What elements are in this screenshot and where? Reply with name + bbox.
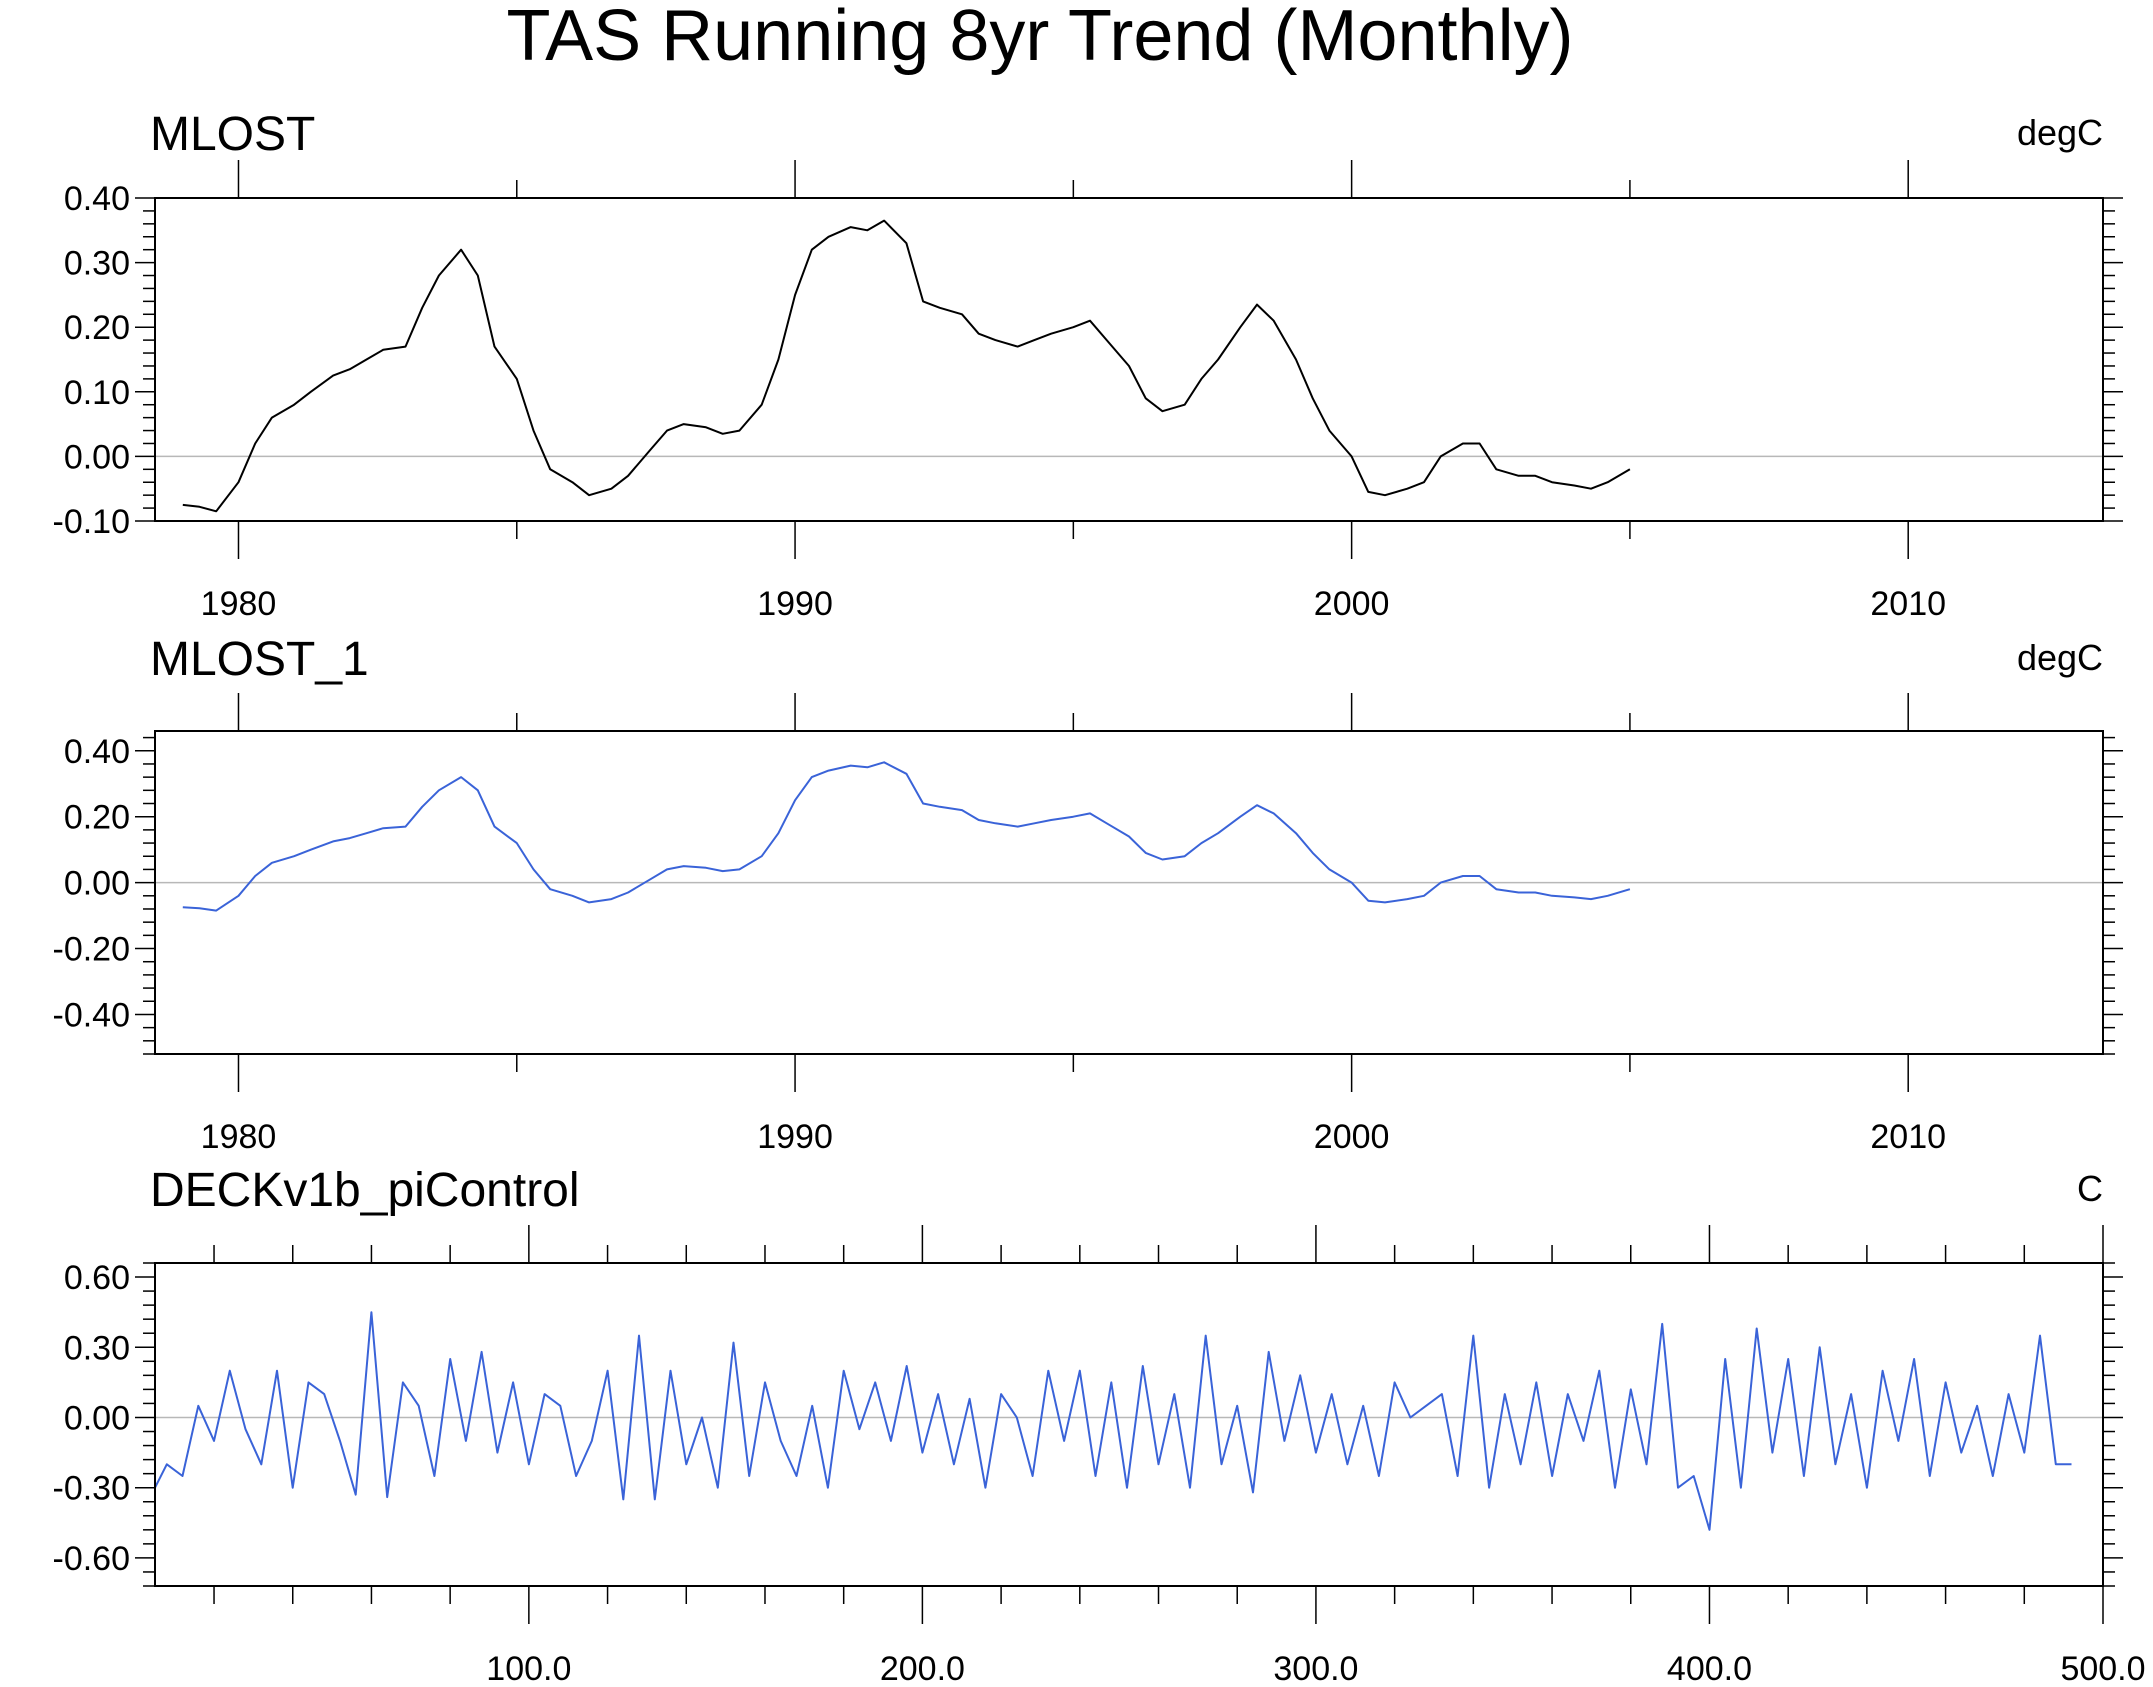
- series-line: [154, 1311, 2072, 1531]
- x-tick-label: 100.0: [486, 1650, 571, 1687]
- y-tick-label: -0.40: [53, 996, 131, 1034]
- y-tick-label: 0.00: [64, 1399, 130, 1437]
- y-tick-label: 0.10: [64, 374, 130, 412]
- y-tick-label: -0.60: [53, 1540, 131, 1578]
- y-tick-label: 0.20: [64, 309, 130, 347]
- x-tick-label: 1980: [201, 1118, 277, 1156]
- y-tick-label: -0.10: [53, 503, 131, 541]
- x-tick-label: 2010: [1870, 1118, 1946, 1156]
- units-label: degC: [2017, 637, 2103, 678]
- y-tick-label: 0.00: [64, 865, 130, 903]
- series-line: [182, 761, 1631, 912]
- x-tick-label: 500.0: [2060, 1650, 2145, 1687]
- y-tick-label: 0.40: [64, 180, 130, 218]
- y-tick-label: 0.40: [64, 733, 130, 771]
- y-tick-label: 0.30: [64, 1329, 130, 1367]
- units-label: degC: [2017, 112, 2103, 153]
- panel-title: MLOST: [150, 108, 315, 161]
- y-tick-label: -0.20: [53, 931, 131, 969]
- series-line: [182, 219, 1631, 513]
- x-tick-label: 1990: [757, 585, 833, 623]
- panel-title: DECKv1b_piControl: [150, 1164, 580, 1217]
- x-tick-label: 1990: [757, 1118, 833, 1156]
- plot-frame: [154, 1262, 2104, 1587]
- x-tick-label: 1980: [201, 585, 277, 623]
- panel-2: MLOST_1 degC -0.40 -0.20 0.00 0.20 0.40 1980 199…: [53, 633, 2123, 1156]
- x-tick-label: 400.0: [1667, 1650, 1752, 1687]
- panel-title: MLOST_1: [150, 633, 369, 686]
- x-tick-label: 2010: [1870, 585, 1946, 623]
- page-title: TAS Running 8yr Trend (Monthly): [506, 0, 1573, 76]
- y-tick-label: 0.30: [64, 245, 130, 283]
- y-tick-label: 0.00: [64, 438, 130, 476]
- x-tick-label: 2000: [1314, 1118, 1390, 1156]
- y-tick-label: -0.30: [53, 1470, 131, 1508]
- plot-frame: [154, 197, 2104, 522]
- x-tick-label: 2000: [1314, 585, 1390, 623]
- panel-3: DECKv1b_piControl C -0.60 -0.30 0.00 0.30 0.60…: [53, 1164, 2146, 1687]
- x-tick-label: 300.0: [1273, 1650, 1358, 1687]
- y-tick-label: 0.20: [64, 799, 130, 837]
- units-label: C: [2077, 1168, 2103, 1209]
- y-tick-label: 0.60: [64, 1259, 130, 1297]
- plot-frame: [154, 730, 2104, 1055]
- panel-1: MLOST degC -0.10 0.00 0.10 0.20 0.30 0.40 1980 19…: [53, 108, 2123, 623]
- x-tick-label: 200.0: [880, 1650, 965, 1687]
